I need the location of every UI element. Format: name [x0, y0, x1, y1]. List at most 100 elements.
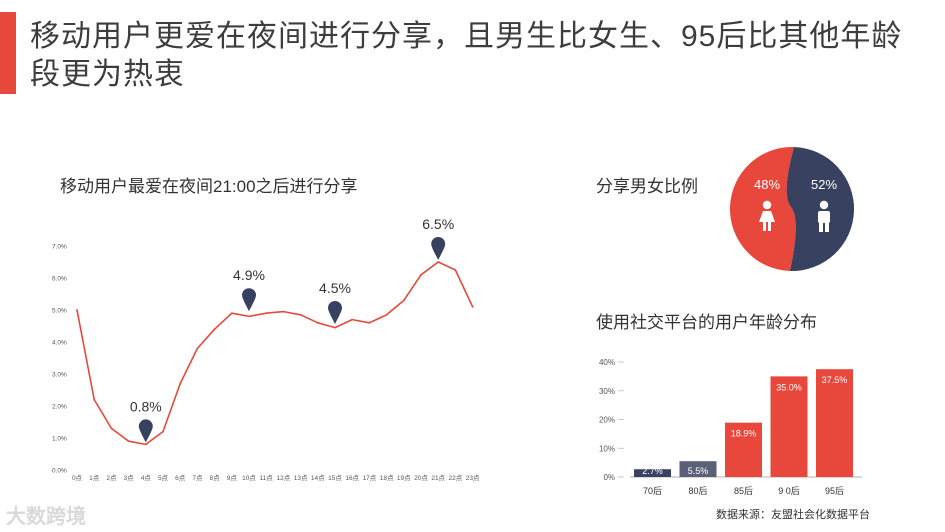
data-label: 6.5%: [422, 216, 454, 232]
data-point: [230, 312, 233, 315]
x-tick-label: 23点: [466, 474, 480, 482]
y-tick-label: 0.0%: [52, 468, 67, 475]
series-line: [76, 261, 474, 446]
y-tick-label: 3.0%: [52, 372, 67, 379]
data-point: [93, 398, 96, 401]
y-tick-label: 6.0%: [52, 276, 67, 283]
x-tick-label: 14点: [311, 474, 325, 482]
x-tick-label: 13点: [294, 474, 308, 482]
title-accent-bar: [0, 12, 16, 94]
y-tick-label: 20%: [599, 416, 615, 425]
bar-value-label: 5.5%: [688, 466, 709, 476]
x-tick-label: 22点: [449, 474, 463, 482]
bar: [634, 469, 671, 477]
x-tick-label: 21点: [431, 474, 445, 482]
page-title: 移动用户更爱在夜间进行分享，且男生比女生、95后比其他年龄段更为热衷: [30, 20, 903, 91]
x-tick-label: 16点: [345, 474, 359, 482]
y-tick-label: 5.0%: [52, 308, 67, 315]
x-tick-label: 5点: [158, 474, 169, 482]
x-tick-label: 19点: [397, 474, 411, 482]
location-pin-icon: [431, 237, 446, 260]
data-label: 4.9%: [233, 267, 265, 283]
data-point: [179, 382, 182, 385]
x-tick-label: 0点: [72, 474, 83, 482]
x-tick-label: 12点: [277, 474, 291, 482]
bar-value-label: 35.0%: [776, 382, 802, 392]
x-tick-label: 20点: [414, 474, 428, 482]
female-icon: [763, 222, 766, 231]
data-point: [110, 427, 113, 430]
x-tick-label: 8点: [210, 474, 221, 482]
y-tick-label: 10%: [599, 444, 615, 453]
pie-slice: [786, 147, 855, 272]
bar-value-label: 18.9%: [731, 429, 757, 439]
bar-value-label: 37.5%: [822, 375, 848, 385]
x-tick-label: 4点: [141, 474, 152, 482]
data-point: [127, 440, 130, 443]
data-point: [437, 261, 440, 263]
pie-chart-title: 分享男女比例: [596, 177, 698, 196]
data-point: [471, 305, 474, 308]
bar: [770, 376, 808, 477]
data-point: [144, 443, 147, 446]
data-point: [248, 315, 250, 318]
data-point: [316, 321, 319, 324]
x-tick-label: 17点: [363, 474, 377, 482]
data-source: 数据来源：友盟社会化数据平台: [716, 509, 870, 521]
female-icon: [762, 200, 772, 210]
y-tick-label: 0%: [603, 473, 615, 482]
data-point: [402, 299, 405, 302]
bar: [679, 461, 717, 477]
watermark-logo: 大数跨境: [6, 506, 86, 528]
slice-label: 52%: [811, 177, 837, 192]
x-tick-label: 3点: [124, 474, 135, 482]
x-tick-label: 9 0后: [778, 486, 800, 496]
bar-chart-title: 使用社交平台的用户年龄分布: [596, 313, 817, 332]
bar: [816, 369, 853, 477]
y-tick-label: 30%: [599, 387, 615, 396]
data-point: [299, 313, 302, 316]
data-point: [368, 321, 371, 324]
x-tick-label: 95后: [825, 486, 844, 496]
location-pin-icon: [138, 419, 153, 443]
x-tick-label: 2点: [106, 474, 117, 482]
bar: [725, 422, 762, 477]
slice-label: 48%: [754, 177, 780, 192]
bar-value-label: 2.7%: [642, 466, 663, 476]
x-tick-label: 15点: [328, 474, 342, 482]
data-label: 4.5%: [319, 280, 351, 296]
x-tick-label: 70后: [643, 486, 662, 496]
x-tick-label: 18点: [380, 474, 394, 482]
data-point: [196, 347, 199, 350]
male-icon: [819, 200, 829, 210]
y-tick-label: 40%: [599, 358, 615, 367]
data-point: [334, 326, 336, 329]
data-point: [162, 430, 164, 433]
data-point: [385, 313, 388, 316]
male-icon: [819, 222, 823, 232]
data-point: [213, 328, 216, 331]
data-point: [351, 318, 354, 321]
y-tick-label: 2.0%: [52, 404, 67, 411]
y-tick-label: 4.0%: [52, 340, 67, 347]
female-icon: [768, 222, 771, 231]
x-tick-label: 6点: [175, 474, 186, 482]
location-pin-icon: [242, 288, 256, 312]
male-icon: [825, 222, 829, 232]
pie-slice: [729, 146, 796, 271]
x-tick-label: 10点: [242, 474, 256, 482]
data-point: [76, 309, 78, 311]
male-icon: [818, 211, 830, 223]
y-tick-label: 7.0%: [52, 244, 67, 251]
x-tick-label: 7点: [192, 474, 203, 482]
x-tick-label: 85后: [734, 486, 753, 496]
data-label: 0.8%: [130, 398, 162, 414]
y-tick-label: 1.0%: [52, 436, 67, 443]
data-point: [420, 273, 422, 276]
data-point: [265, 312, 268, 315]
x-tick-label: 9点: [227, 474, 238, 482]
female-icon: [759, 211, 775, 222]
x-tick-label: 80后: [688, 486, 707, 496]
data-point: [282, 310, 285, 313]
